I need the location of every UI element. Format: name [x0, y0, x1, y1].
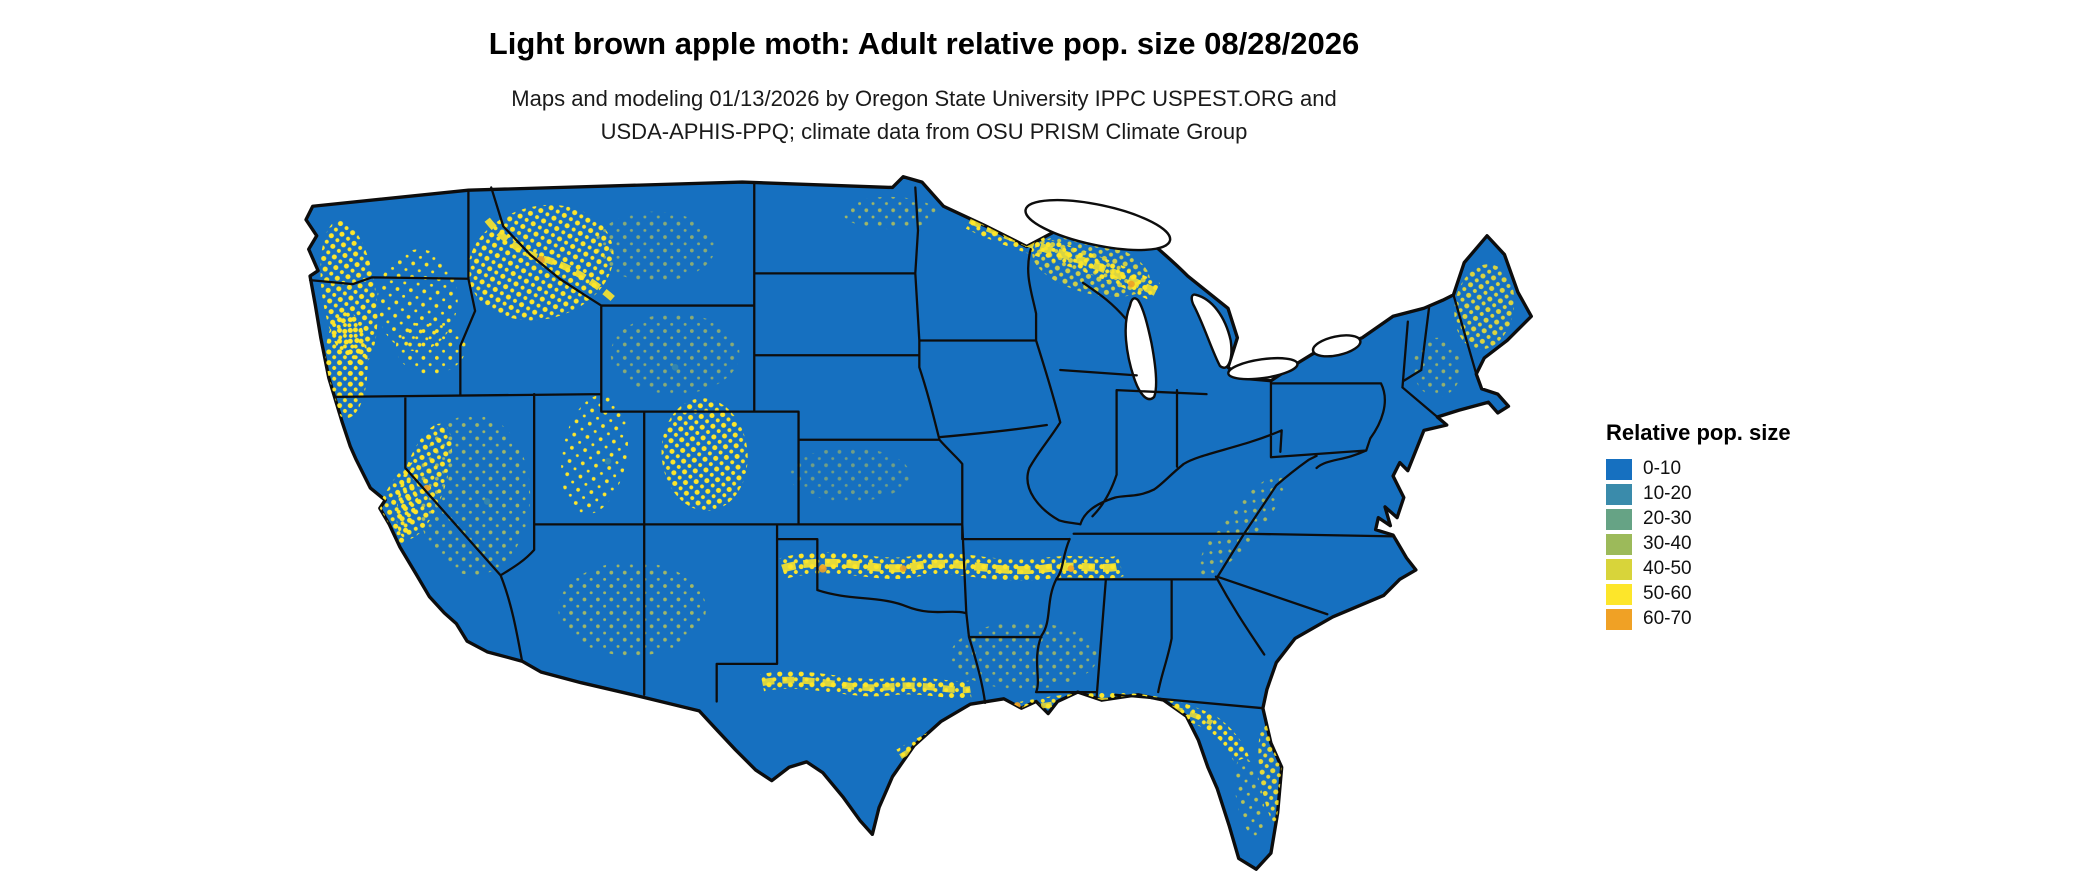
lake-michigan [1124, 297, 1158, 401]
legend-label: 20-30 [1643, 508, 1692, 529]
lake-erie [1227, 356, 1299, 381]
legend-label: 10-20 [1643, 483, 1692, 504]
mid-pop-accents [483, 363, 679, 505]
legend-label: 50-60 [1643, 583, 1692, 604]
legend-label: 30-40 [1643, 533, 1692, 554]
subtitle-line-2: USDA-APHIS-PPQ; climate data from OSU PR… [600, 119, 1248, 144]
legend-items: 0-10 10-20 20-30 30-40 40-50 50-60 60-70 [1606, 458, 1791, 630]
legend-swatch [1606, 558, 1632, 580]
legend-item: 50-60 [1606, 583, 1791, 605]
legend-label: 0-10 [1643, 458, 1682, 479]
lake-ontario [1311, 334, 1362, 358]
subtitle-line-1: Maps and modeling 01/13/2026 by Oregon S… [511, 86, 1337, 111]
legend-item: 0-10 [1606, 458, 1791, 480]
legend-swatch [1606, 583, 1632, 605]
state-borders [308, 180, 1478, 710]
legend-label: 40-50 [1643, 558, 1692, 579]
legend-swatch [1606, 483, 1632, 505]
legend-item: 60-70 [1606, 608, 1791, 630]
legend-item: 20-30 [1606, 508, 1791, 530]
map-title: Light brown apple moth: Adult relative p… [488, 26, 1360, 61]
legend-item: 40-50 [1606, 558, 1791, 580]
legend-swatch [1606, 533, 1632, 555]
legend-swatch [1606, 608, 1632, 630]
lake-superior [1024, 198, 1172, 252]
legend-label: 60-70 [1643, 608, 1692, 629]
us-map [304, 175, 1533, 871]
legend-item: 30-40 [1606, 533, 1791, 555]
lake-huron [1190, 293, 1233, 369]
legend-swatch [1606, 508, 1632, 530]
map-subtitle: Maps and modeling 01/13/2026 by Oregon S… [0, 82, 1848, 148]
legend-swatch [1606, 458, 1632, 480]
great-lakes [1024, 198, 1362, 401]
legend-item: 10-20 [1606, 483, 1791, 505]
legend: Relative pop. size 0-10 10-20 20-30 30-40 40… [1606, 420, 1791, 633]
legend-title: Relative pop. size [1606, 420, 1791, 445]
